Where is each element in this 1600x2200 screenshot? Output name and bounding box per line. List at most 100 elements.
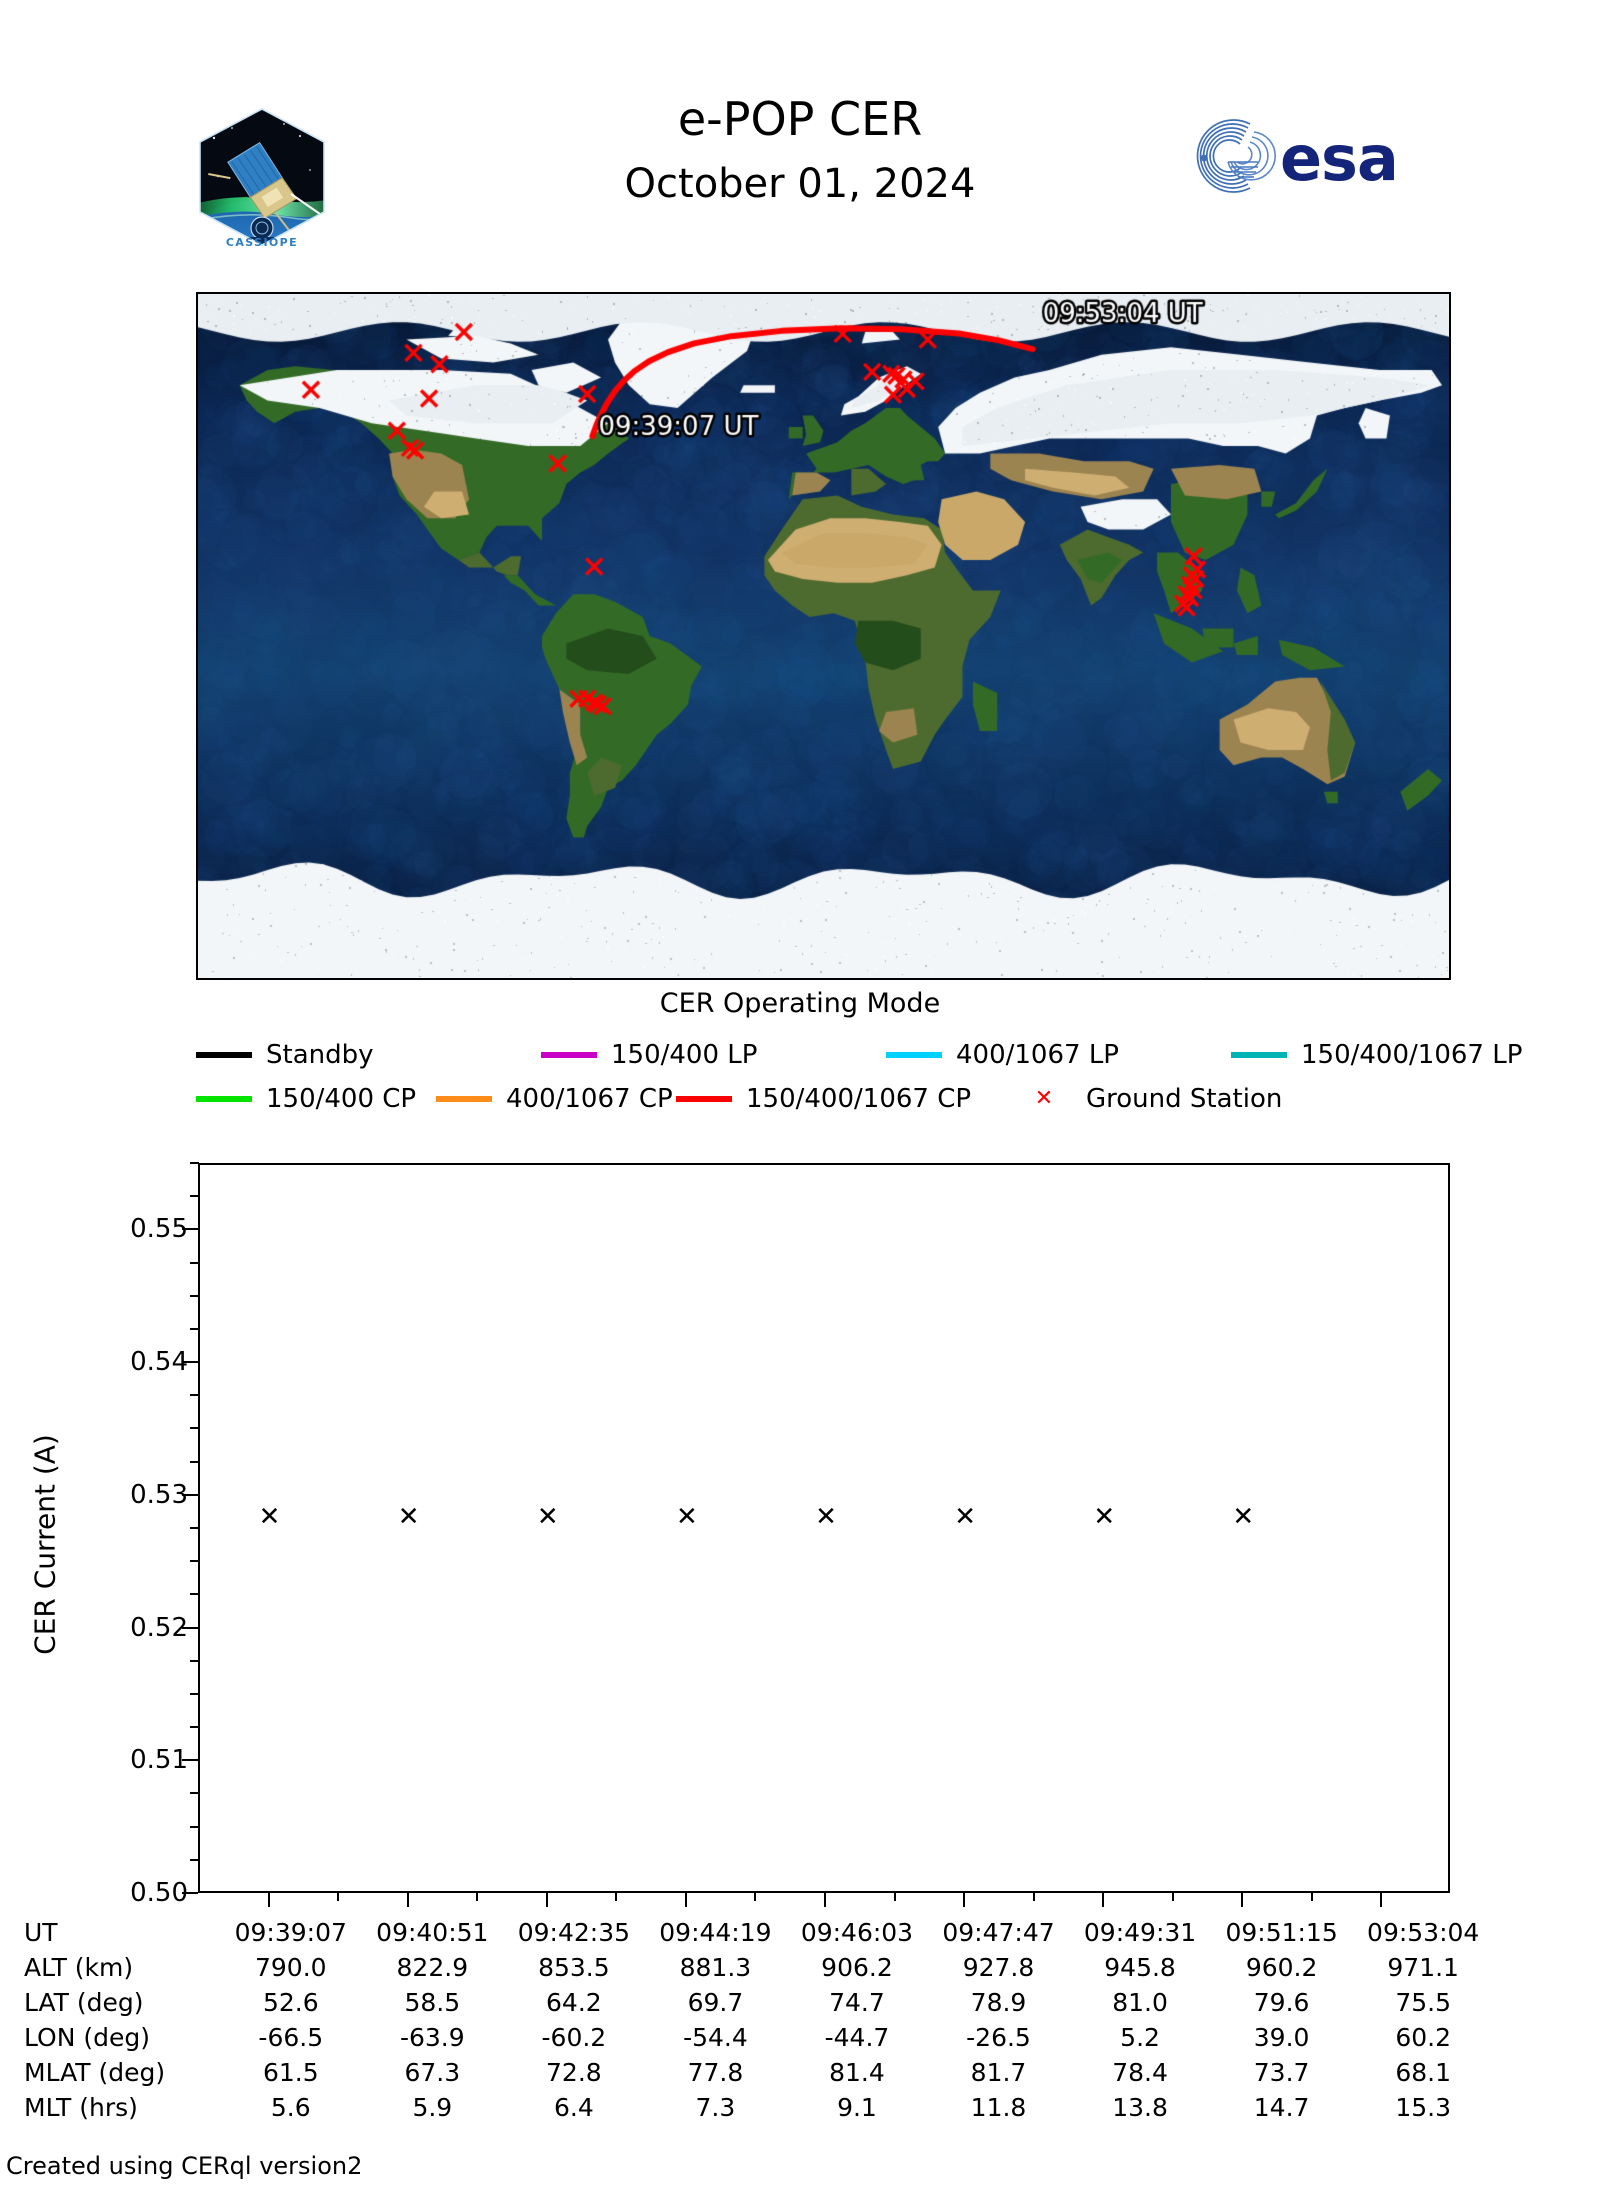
table-row-label: LAT (deg) [24, 1988, 144, 2017]
table-row: LAT (deg) 52.6 58.5 64.2 69.7 74.7 78.9 81.0 79.… [24, 1985, 1494, 2020]
table-cell: 09:53:04 [1367, 1918, 1480, 1947]
x-tick-major [1102, 1893, 1105, 1907]
table-cell: 68.1 [1395, 2058, 1452, 2087]
y-tick-label: 0.54 [130, 1347, 188, 1378]
legend-color-swatch [541, 1052, 597, 1058]
world-map-canvas[interactable] [198, 294, 1449, 978]
legend-row-2: 150/400 CP 400/1067 CP 150/400/1067 CP ✕ Gro… [196, 1080, 1451, 1118]
table-cell: 11.8 [970, 2093, 1027, 2122]
x-tick-minor [893, 1893, 896, 1901]
y-tick-label: 0.53 [130, 1479, 188, 1510]
legend-color-swatch [1231, 1052, 1287, 1058]
table-cell: 960.2 [1245, 1953, 1318, 1982]
table-cell: 58.5 [404, 1988, 461, 2017]
table-row-label: UT [24, 1918, 58, 1947]
y-tick-major [182, 1228, 198, 1231]
table-cell: 15.3 [1395, 2093, 1452, 2122]
table-row: UT 09:39:07 09:40:51 09:42:35 09:44:19 09:46:… [24, 1915, 1494, 1950]
table-cell: 927.8 [962, 1953, 1035, 1982]
legend-item-label: Standby [266, 1040, 374, 1070]
data-point-marker: ✕ [397, 1501, 420, 1532]
table-cell: -54.4 [683, 2023, 748, 2052]
table-cell: 09:42:35 [517, 1918, 630, 1947]
x-tick-major [406, 1893, 409, 1907]
footer-credit: Created using CERql version2 [6, 2152, 363, 2180]
y-tick-minor [190, 1726, 199, 1729]
table-cell: 81.4 [829, 2058, 885, 2087]
y-tick-minor [190, 1294, 199, 1297]
legend-item-150-400-1067-lp[interactable]: 150/400/1067 LP [1231, 1036, 1522, 1074]
table-cell: 75.5 [1395, 1988, 1452, 2017]
table-cell: 6.4 [553, 2093, 594, 2122]
legend-item-label: 150/400/1067 CP [746, 1084, 972, 1114]
x-tick-minor [337, 1893, 340, 1901]
table-row-label: LON (deg) [24, 2023, 150, 2052]
esa-logo-text: esa [1280, 122, 1398, 195]
x-tick-major [1241, 1893, 1244, 1907]
page-title: e-POP CER [677, 92, 923, 146]
y-tick-minor [190, 1527, 199, 1529]
x-tick-major [1380, 1893, 1383, 1907]
legend-item-label: Ground Station [1086, 1084, 1283, 1114]
table-cell: 853.5 [538, 1953, 610, 1982]
table-cell: 60.2 [1395, 2023, 1452, 2052]
legend-color-swatch [196, 1096, 252, 1102]
table-cell: 5.6 [270, 2093, 311, 2122]
data-point-marker: ✕ [1093, 1501, 1116, 1532]
x-tick-minor [476, 1893, 479, 1901]
plot-data-region: ✕ ✕ ✕ ✕ ✕ ✕ ✕ ✕ [200, 1165, 1448, 1891]
y-tick-major [182, 1626, 198, 1629]
legend-item-150-400-lp[interactable]: 150/400 LP [541, 1036, 757, 1074]
table-cell: 61.5 [262, 2058, 319, 2087]
data-point-marker: ✕ [536, 1501, 559, 1532]
legend-item-150-400-cp[interactable]: 150/400 CP [196, 1080, 416, 1118]
legend-item-150-400-1067-cp[interactable]: 150/400/1067 CP [676, 1080, 971, 1118]
data-point-marker: ✕ [675, 1501, 698, 1532]
table-cell: 09:46:03 [800, 1918, 914, 1947]
page-header: CASSIOPE e-POP CER October 01, 2024 [0, 0, 1600, 280]
table-cell: 09:51:15 [1225, 1918, 1338, 1947]
page-subtitle-date: October 01, 2024 [624, 161, 976, 207]
x-tick-minor [754, 1893, 757, 1901]
map-caption: CER Operating Mode [659, 988, 941, 1019]
table-cell: -66.5 [258, 2023, 324, 2052]
table-cell: 72.8 [546, 2058, 602, 2087]
operating-mode-legend: Standby 150/400 LP 400/1067 LP 150/400/1067… [196, 1036, 1522, 1122]
y-tick-minor [190, 1560, 199, 1563]
x-tick-minor [615, 1893, 618, 1901]
world-map-panel[interactable] [196, 292, 1451, 980]
y-tick-minor [190, 1593, 199, 1596]
table-cell: 77.8 [687, 2058, 744, 2087]
table-cell: 906.2 [821, 1953, 893, 1982]
table-cell: 74.7 [829, 1988, 885, 2017]
y-tick-label: 0.52 [130, 1612, 188, 1643]
y-tick-label: 0.50 [130, 1878, 188, 1908]
table-cell: 945.8 [1104, 1953, 1176, 1982]
y-tick-minor [190, 1427, 199, 1430]
data-point-marker: ✕ [258, 1501, 281, 1532]
table-cell: 7.3 [695, 2093, 736, 2122]
legend-color-swatch [436, 1096, 492, 1102]
table-cell: -26.5 [966, 2023, 1031, 2052]
legend-item-ground-station[interactable]: ✕ Ground Station [1016, 1080, 1283, 1118]
ephemeris-table: UT 09:39:07 09:40:51 09:42:35 09:44:19 09:46:… [24, 1915, 1494, 2125]
legend-item-standby[interactable]: Standby [196, 1036, 374, 1074]
cer-current-plot[interactable]: ✕ ✕ ✕ ✕ ✕ ✕ ✕ ✕ [198, 1163, 1450, 1893]
cassiope-mission-patch-logo: CASSIOPE [196, 106, 328, 248]
y-tick-label: 0.51 [130, 1745, 188, 1776]
table-cell: 09:39:07 [234, 1918, 347, 1947]
ground-station-marker-icon: ✕ [1034, 1086, 1054, 1111]
x-tick-major [963, 1893, 966, 1907]
legend-item-400-1067-cp[interactable]: 400/1067 CP [436, 1080, 673, 1118]
y-tick-minor [190, 1692, 199, 1695]
table-cell: 81.7 [970, 2058, 1027, 2087]
table-cell: 79.6 [1253, 1988, 1310, 2017]
table-cell: 13.8 [1112, 2093, 1168, 2122]
table-row-label: MLT (hrs) [24, 2093, 138, 2122]
legend-item-400-1067-lp[interactable]: 400/1067 LP [886, 1036, 1119, 1074]
mission-logo-text: CASSIOPE [226, 236, 298, 248]
table-cell: 52.6 [262, 1988, 319, 2017]
table-row: MLAT (deg) 61.5 67.3 72.8 77.8 81.4 81.7 78.4 73… [24, 2055, 1494, 2090]
legend-color-swatch [196, 1052, 252, 1058]
legend-color-swatch [886, 1052, 942, 1058]
